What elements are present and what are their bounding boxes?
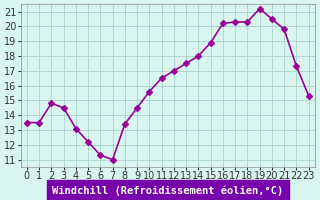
X-axis label: Windchill (Refroidissement éolien,°C): Windchill (Refroidissement éolien,°C)	[52, 185, 284, 196]
